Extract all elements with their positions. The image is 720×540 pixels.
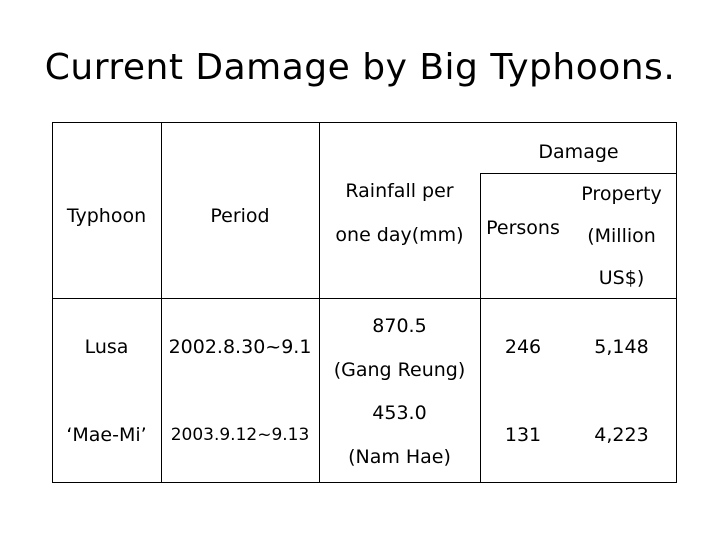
row-1-property-value: 5,148 [594,336,649,358]
header-property: Property (Million US$) [566,174,677,298]
row-2-typhoon: ‘Mae-Mi’ [52,388,161,482]
header-property-line-3: US$) [598,267,645,289]
header-rainfall-line-1: Rainfall per [345,180,454,202]
table-border-bottom [52,482,677,483]
row-2-typhoon-text: ‘Mae-Mi’ [66,424,147,446]
row-2-period-text: 2003.9.12~9.13 [170,425,310,445]
row-1-property: 5,148 [566,299,677,395]
header-rainfall: Rainfall per one day(mm) [319,173,480,253]
header-persons-label: Persons [486,216,560,239]
damage-divider [480,173,677,174]
row-1-typhoon-text: Lusa [84,336,129,358]
table-border-left [52,122,53,483]
header-damage-label: Damage [538,140,619,163]
row-2-persons: 131 [480,388,566,482]
row-2-persons-value: 131 [504,424,542,446]
header-property-line-1: Property [581,183,662,205]
header-damage: Damage [480,122,677,173]
row-1-persons-value: 246 [504,336,542,358]
header-typhoon-label: Typhoon [66,205,147,227]
table-border-top [52,122,677,123]
row-2-period: 2003.9.12~9.13 [161,388,319,482]
row-1-rainfall: 870.5 (Gang Reung) [319,305,480,391]
page-title: Current Damage by Big Typhoons. [44,47,676,88]
header-period: Period [161,122,319,298]
row-1-typhoon: Lusa [52,299,161,395]
row-2-property: 4,223 [566,388,677,482]
header-period-label: Period [210,205,270,227]
column-divider-3 [480,173,481,483]
row-2-rainfall: 453.0 (Nam Hae) [319,392,480,478]
row-1-persons: 246 [480,299,566,395]
header-property-line-2: (Million [587,225,656,247]
header-typhoon: Typhoon [52,122,161,298]
row-1-rainfall-value: 870.5 [372,315,427,337]
table-border-right [676,122,677,483]
row-1-period: 2002.8.30~9.1 [161,299,319,395]
header-divider [52,298,677,299]
row-1-period-text: 2002.8.30~9.1 [168,336,312,358]
row-1-rainfall-place: (Gang Reung) [333,359,466,381]
column-divider-1 [161,122,162,483]
column-divider-2 [319,122,320,483]
row-2-rainfall-value: 453.0 [372,402,427,424]
header-rainfall-line-2: one day(mm) [335,224,464,246]
row-2-property-value: 4,223 [594,424,649,446]
row-2-rainfall-place: (Nam Hae) [348,446,451,468]
damage-table: Damage Typhoon Period Rainfall per one d… [52,122,677,483]
header-persons: Persons [480,173,566,298]
